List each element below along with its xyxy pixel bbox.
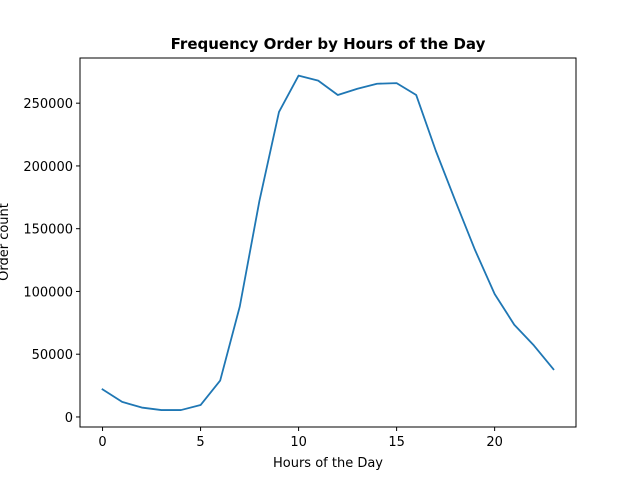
y-tick-label: 250000 [23, 97, 73, 112]
y-tick-label: 150000 [23, 223, 73, 238]
x-tick-label: 0 [98, 435, 106, 450]
x-tick-label: 15 [388, 435, 405, 450]
x-tick-label: 5 [196, 435, 204, 450]
x-tick-label: 10 [290, 435, 307, 450]
axes-frame [79, 57, 577, 428]
x-tick-label: 20 [486, 435, 503, 450]
y-tick-label: 200000 [23, 160, 73, 175]
x-axis-label: Hours of the Day [273, 456, 383, 471]
plot-area [101, 74, 555, 411]
y-tick-label: 50000 [32, 348, 73, 363]
chart-title: Frequency Order by Hours of the Day [171, 35, 486, 53]
y-axis-label: Order count [0, 203, 12, 281]
series-line [101, 74, 555, 411]
y-tick-label: 100000 [23, 285, 73, 300]
y-tick-label: 0 [65, 411, 73, 426]
